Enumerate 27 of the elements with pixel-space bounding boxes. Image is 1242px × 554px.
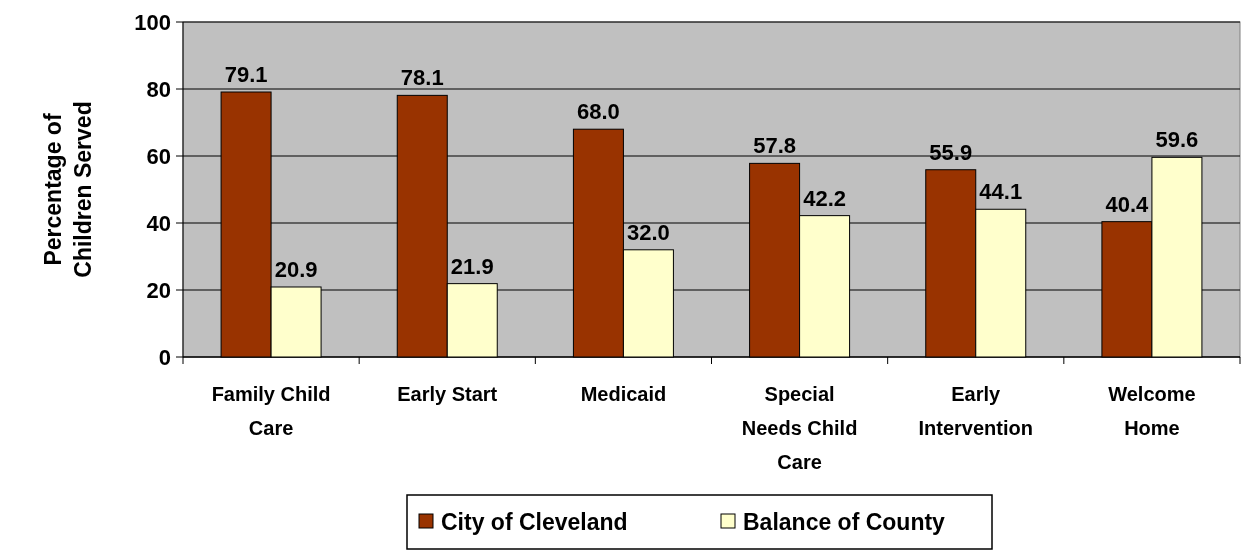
text: 55.9 xyxy=(929,139,973,165)
x-tick-label: Welcome Home xyxy=(1108,383,1196,439)
x-tick-label: Early Intervention xyxy=(918,383,1033,439)
x-tick-label: Early Start xyxy=(397,383,498,405)
y-axis-title: Percentage of Children Served xyxy=(40,101,96,278)
y-tick-label: 0 xyxy=(158,344,171,370)
y-tick-label: 80 xyxy=(146,76,171,102)
x-tick-label: Medicaid xyxy=(580,383,667,405)
text: 68.0 xyxy=(577,99,620,125)
y-tick-label: 40 xyxy=(146,210,171,236)
text: 42.2 xyxy=(803,185,846,211)
text: 78.1 xyxy=(400,65,444,91)
x-tick-label: Special Needs Child Care xyxy=(741,383,858,473)
text: 20.9 xyxy=(274,256,318,282)
y-tick-label: 100 xyxy=(134,9,171,35)
text: 79.1 xyxy=(224,62,268,88)
text: 40.4 xyxy=(1105,191,1149,217)
text: 32.0 xyxy=(627,219,670,245)
text: 21.9 xyxy=(450,253,494,279)
text: 44.1 xyxy=(979,179,1023,205)
y-tick-label: 20 xyxy=(146,277,171,303)
text: 59.6 xyxy=(1155,127,1199,153)
x-tick-label: Family Child Care xyxy=(211,383,331,439)
legend-label: City of Cleveland xyxy=(441,509,628,536)
y-tick-label: 60 xyxy=(146,143,171,169)
text: 57.8 xyxy=(753,133,796,159)
legend-label: Balance of County xyxy=(743,509,946,536)
